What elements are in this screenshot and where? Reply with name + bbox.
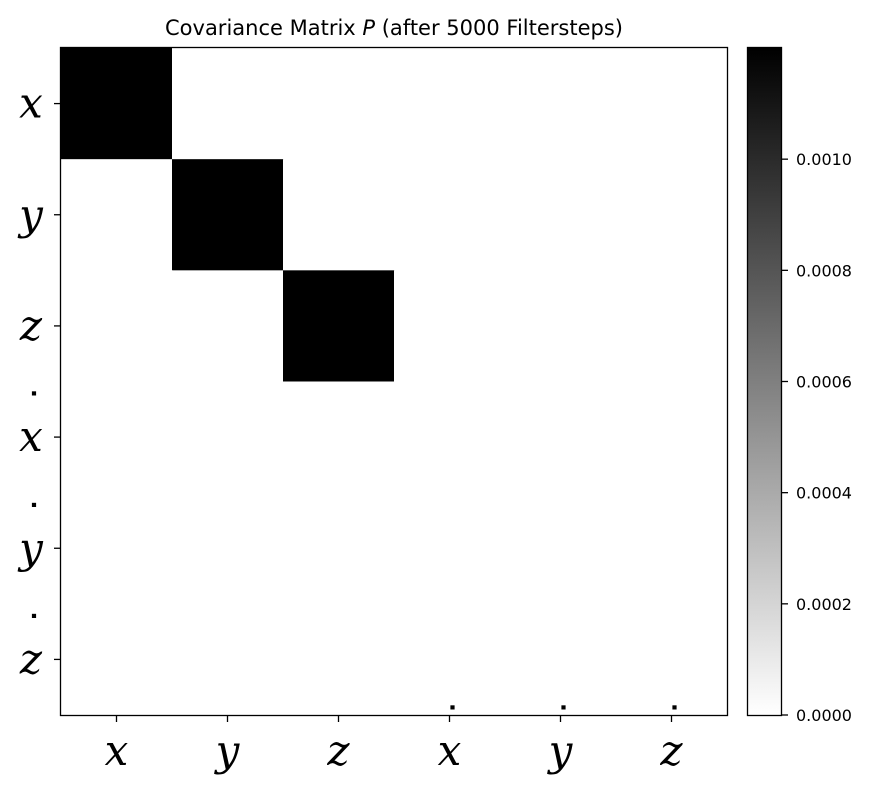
- heatmap-cell-5-2: [283, 603, 395, 716]
- heatmap-cell-5-4: [505, 603, 617, 716]
- y-tick-label-4: y: [17, 523, 44, 572]
- y-tick-label-3: x: [19, 412, 43, 461]
- x-tick-label-3: x: [438, 726, 462, 775]
- heatmap-cell-4-1: [172, 492, 284, 605]
- x-tick-label-dot-5: ˙: [664, 698, 685, 747]
- heatmap-cells: [61, 48, 728, 716]
- heatmap-cell-2-4: [505, 270, 617, 383]
- y-tick-label-5: z: [19, 634, 43, 683]
- heatmap-cell-5-0: [61, 603, 173, 716]
- heatmap-cell-3-0: [61, 381, 173, 494]
- heatmap-cell-4-5: [616, 492, 728, 605]
- colorbar-ticks: 0.0000 0.0002 0.0004 0.0006 0.0008 0.0010: [781, 150, 852, 725]
- y-tick-label-dot-3: ˙: [24, 384, 45, 433]
- heatmap-cell-0-4: [505, 48, 617, 160]
- heatmap-cell-0-0: [61, 48, 173, 160]
- colorbar-tick-label-5: 0.0010: [796, 150, 852, 169]
- heatmap-cell-5-1: [172, 603, 284, 716]
- x-tick-label-2: z: [326, 726, 350, 775]
- heatmap-cell-3-2: [283, 381, 395, 494]
- colorbar-gradient: [748, 48, 781, 715]
- colorbar-tick-label-3: 0.0006: [796, 373, 852, 392]
- x-tick-label-dot-3: ˙: [442, 698, 463, 747]
- heatmap-cell-1-0: [61, 159, 173, 271]
- heatmap-cell-2-2: [283, 270, 395, 383]
- heatmap-cell-2-5: [616, 270, 728, 383]
- heatmap-cell-0-1: [172, 48, 284, 160]
- heatmap-cell-0-3: [394, 48, 506, 160]
- heatmap-cell-0-5: [616, 48, 728, 160]
- heatmap-cell-5-5: [616, 603, 728, 716]
- title-variable: P: [362, 16, 375, 40]
- y-tick-label-dot-4: ˙: [24, 495, 45, 544]
- heatmap-cell-2-1: [172, 270, 284, 383]
- heatmap-cell-4-2: [283, 492, 395, 605]
- y-tick-label-dot-5: ˙: [24, 606, 45, 655]
- heatmap-cell-5-3: [394, 603, 506, 716]
- heatmap-cell-1-4: [505, 159, 617, 271]
- heatmap-cell-1-5: [616, 159, 728, 271]
- plot-frame: [59, 46, 729, 717]
- chart-title: Covariance Matrix P (after 5000 Filterst…: [165, 16, 623, 40]
- heatmap-cell-3-4: [505, 381, 617, 494]
- heatmap-cell-1-3: [394, 159, 506, 271]
- heatmap-cell-4-3: [394, 492, 506, 605]
- x-tick-label-5: z: [659, 726, 683, 775]
- colorbar-tick-label-2: 0.0004: [796, 484, 852, 503]
- x-tick-label-0: x: [105, 726, 129, 775]
- heatmap-cell-1-2: [283, 159, 395, 271]
- colorbar-tick-label-1: 0.0002: [796, 595, 852, 614]
- heatmap-cell-3-1: [172, 381, 284, 494]
- x-axis-ticks: x y z x˙y˙z˙: [105, 698, 685, 775]
- x-tick-label-1: y: [214, 726, 241, 775]
- title-prefix: Covariance Matrix: [165, 16, 362, 40]
- heatmap-cell-0-2: [283, 48, 395, 160]
- colorbar-tick-label-0: 0.0000: [796, 706, 852, 725]
- y-tick-label-1: y: [17, 190, 44, 239]
- y-tick-label-0: x: [19, 79, 43, 128]
- x-tick-label-4: y: [547, 726, 574, 775]
- heatmap-cell-2-3: [394, 270, 506, 383]
- heatmap-cell-1-1: [172, 159, 284, 271]
- title-suffix: (after 5000 Filtersteps): [375, 16, 623, 40]
- heatmap-cell-3-3: [394, 381, 506, 494]
- colorbar-tick-label-4: 0.0008: [796, 261, 852, 280]
- heatmap-cell-2-0: [61, 270, 173, 383]
- x-tick-label-dot-4: ˙: [553, 698, 574, 747]
- heatmap-cell-4-4: [505, 492, 617, 605]
- heatmap-cell-3-5: [616, 381, 728, 494]
- heatmap-cell-4-0: [61, 492, 173, 605]
- y-tick-label-2: z: [19, 301, 43, 350]
